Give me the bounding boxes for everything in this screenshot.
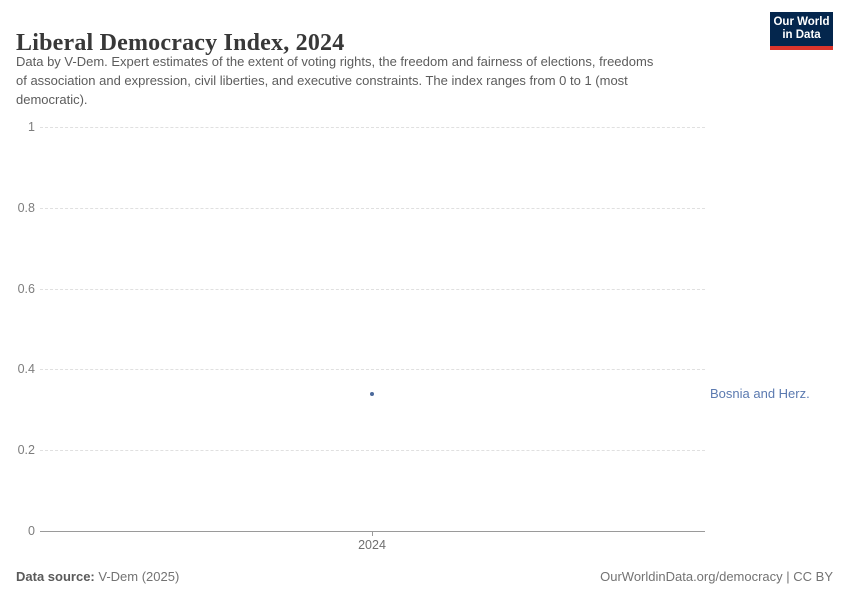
x-axis-line — [40, 531, 705, 532]
footer-link[interactable]: OurWorldinData.org/democracy | CC BY — [600, 569, 833, 584]
y-tick-label: 0.2 — [17, 443, 35, 458]
gridline — [40, 369, 705, 371]
y-tick-label: 1 — [28, 120, 35, 134]
y-tick-label: 0.8 — [17, 200, 35, 215]
x-tick-label: 2024 — [358, 538, 386, 552]
y-tick-label: 0.4 — [17, 362, 35, 377]
plot-area — [40, 127, 705, 536]
data-source-label: Data source: — [16, 569, 95, 584]
gridline — [40, 207, 705, 209]
x-tick-mark — [371, 531, 373, 536]
owid-logo[interactable]: Our World in Data — [770, 12, 833, 50]
data-source-note: Data source: V-Dem (2025) — [16, 569, 179, 584]
subtitle-line-2: of association and expression, civil lib… — [16, 73, 628, 88]
gridline — [40, 450, 705, 452]
chart-title: Liberal Democracy Index, 2024 — [16, 30, 345, 57]
data-point-bosnia-and-herz[interactable] — [369, 391, 374, 396]
chart-subtitle: Data by V-Dem. Expert estimates of the e… — [16, 52, 756, 109]
subtitle-line-3: democratic). — [16, 92, 88, 107]
owid-logo-text-line1: Our World — [773, 16, 830, 28]
gridline — [40, 127, 705, 128]
data-source-value: V-Dem (2025) — [94, 569, 180, 584]
subtitle-line-1: Data by V-Dem. Expert estimates of the e… — [16, 54, 654, 69]
owid-logo-text-line2: in Data — [782, 29, 821, 41]
y-axis-labels: 0 0.2 0.4 0.6 0.8 1 — [0, 120, 35, 538]
entity-label-bosnia[interactable]: Bosnia and Herz. — [710, 386, 810, 401]
y-tick-label: 0 — [28, 524, 35, 538]
y-tick-label: 0.6 — [17, 281, 35, 296]
gridline — [40, 288, 705, 290]
